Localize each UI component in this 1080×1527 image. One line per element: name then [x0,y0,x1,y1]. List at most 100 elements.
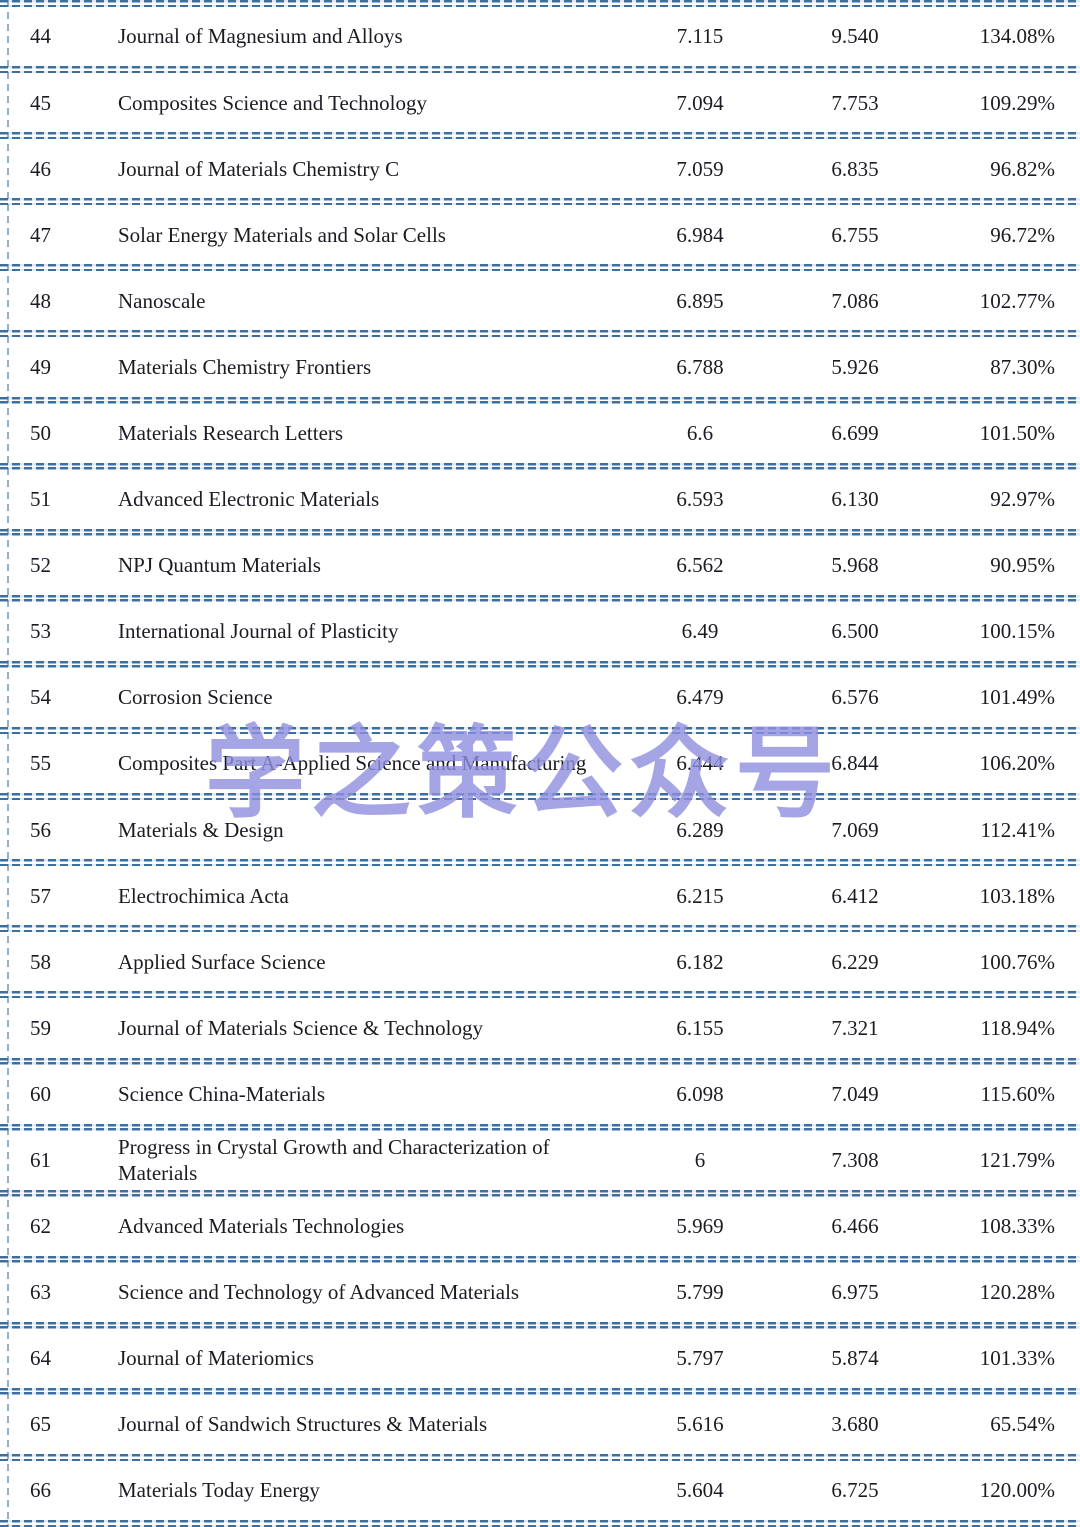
metric1-cell: 5.616 [676,1412,724,1437]
table-row: 49 Materials Chemistry Frontiers 6.788 5.92… [0,337,1080,396]
metric2-cell: 6.844 [831,751,879,776]
row-separator [0,660,1080,668]
table-row: 47 Solar Energy Materials and Solar Cells… [0,205,1080,264]
journal-name-cell: Materials & Design [118,817,284,842]
table-row: 64 Journal of Materiomics 5.797 5.874 101.33… [0,1329,1080,1388]
row-separator [0,132,1080,140]
table-row: 45 Composites Science and Technology 7.094… [0,73,1080,132]
table-row: 54 Corrosion Science 6.479 6.576 101.49% [0,668,1080,727]
metric1-cell: 7.115 [676,24,724,49]
percent-cell: 112.41% [980,817,1055,842]
metric2-cell: 6.835 [831,156,879,181]
table-row: 65 Journal of Sandwich Structures & Mater… [0,1395,1080,1454]
rank-cell: 63 [30,1280,51,1305]
table-row: 52 NPJ Quantum Materials 6.562 5.968 90.95% [0,536,1080,595]
metric2-cell: 7.308 [831,1148,879,1173]
rank-cell: 66 [30,1478,51,1503]
rank-cell: 49 [30,354,51,379]
table-row: 59 Journal of Materials Science & Technol… [0,998,1080,1057]
metric2-cell: 6.699 [831,420,879,445]
row-separator [0,330,1080,338]
percent-cell: 120.00% [979,1478,1055,1503]
row-separator [0,528,1080,536]
row-separator [0,462,1080,470]
journal-name-cell: NPJ Quantum Materials [118,553,321,578]
metric1-cell: 6.895 [676,288,724,313]
metric1-cell: 6.984 [676,222,724,247]
journal-name-cell: Journal of Materiomics [118,1346,314,1371]
rank-cell: 56 [30,817,51,842]
table-row: 53 International Journal of Plasticity 6.4… [0,602,1080,661]
metric2-cell: 5.968 [831,553,879,578]
percent-cell: 92.97% [990,487,1055,512]
row-separator [0,1321,1080,1329]
journal-name-cell: Journal of Magnesium and Alloys [118,24,403,49]
row-separator [0,1057,1080,1065]
table-row: 61 Progress in Crystal Growth and Charact… [0,1131,1080,1190]
metric2-cell: 9.540 [831,24,879,49]
journal-name-cell: Journal of Materials Science & Technolog… [118,1015,483,1040]
percent-cell: 102.77% [979,288,1055,313]
metric1-cell: 6.593 [676,487,724,512]
metric2-cell: 6.755 [831,222,879,247]
metric1-cell: 5.604 [676,1478,724,1503]
journal-name-cell: Materials Research Letters [118,420,344,445]
rank-cell: 52 [30,553,51,578]
percent-cell: 65.54% [990,1412,1055,1437]
journal-name-cell: Advanced Electronic Materials [118,487,380,512]
row-separator [0,859,1080,867]
metric2-cell: 5.926 [831,354,879,379]
row-separator [0,66,1080,74]
metric2-cell: 6.975 [831,1280,879,1305]
journal-name-cell: Science China-Materials [118,1081,326,1106]
row-separator [0,1387,1080,1395]
rank-cell: 54 [30,685,51,710]
percent-cell: 108.33% [979,1214,1055,1239]
row-separator [0,594,1080,602]
metric1-cell: 6.289 [676,817,724,842]
table-row: 55 Composites Part A-Applied Science and … [0,734,1080,793]
table-row: 57 Electrochimica Acta 6.215 6.412 103.18% [0,866,1080,925]
metric1-cell: 6 [694,1148,706,1173]
metric1-cell: 6.098 [676,1081,724,1106]
percent-cell: 120.28% [979,1280,1055,1305]
row-separator [0,1454,1080,1462]
rank-cell: 48 [30,288,51,313]
metric1-cell: 6.562 [676,553,724,578]
percent-cell: 134.08% [979,24,1055,49]
metric1-cell: 7.059 [676,156,724,181]
table-row: 46 Journal of Materials Chemistry C 7.059 6… [0,139,1080,198]
table-row: 50 Materials Research Letters 6.6 6.699 101.… [0,404,1080,463]
row-separator [0,1189,1080,1197]
percent-cell: 101.50% [979,420,1055,445]
row-separator [0,1520,1080,1527]
journal-name-cell: Composites Part A-Applied Science and Ma… [118,751,587,776]
metric1-cell: 6.215 [676,883,724,908]
metric2-cell: 5.874 [831,1346,879,1371]
percent-cell: 96.72% [990,222,1055,247]
journal-name-cell: Advanced Materials Technologies [118,1214,405,1239]
metric2-cell: 6.130 [831,487,879,512]
percent-cell: 103.18% [979,883,1055,908]
metric1-cell: 6.155 [676,1015,724,1040]
journal-name-cell: Progress in Crystal Growth and Character… [118,1134,550,1186]
row-separator [0,1255,1080,1263]
row-separator [0,0,1080,7]
metric1-cell: 6.444 [676,751,724,776]
journal-name-cell: Solar Energy Materials and Solar Cells [118,222,446,247]
journal-name-cell: Nanoscale [118,288,206,313]
table-row: 56 Materials & Design 6.289 7.069 112.41% [0,800,1080,859]
table-row: 51 Advanced Electronic Materials 6.593 6.13… [0,470,1080,529]
table-row: 66 Materials Today Energy 5.604 6.725 120.00… [0,1461,1080,1520]
percent-cell: 100.15% [979,619,1055,644]
rank-cell: 53 [30,619,51,644]
metric2-cell: 7.049 [831,1081,879,1106]
metric1-cell: 6.182 [676,949,724,974]
metric1-cell: 6.788 [676,354,724,379]
journal-name-cell: Electrochimica Acta [118,883,289,908]
percent-cell: 115.60% [980,1081,1055,1106]
metric1-cell: 6.479 [676,685,724,710]
metric2-cell: 6.412 [831,883,879,908]
